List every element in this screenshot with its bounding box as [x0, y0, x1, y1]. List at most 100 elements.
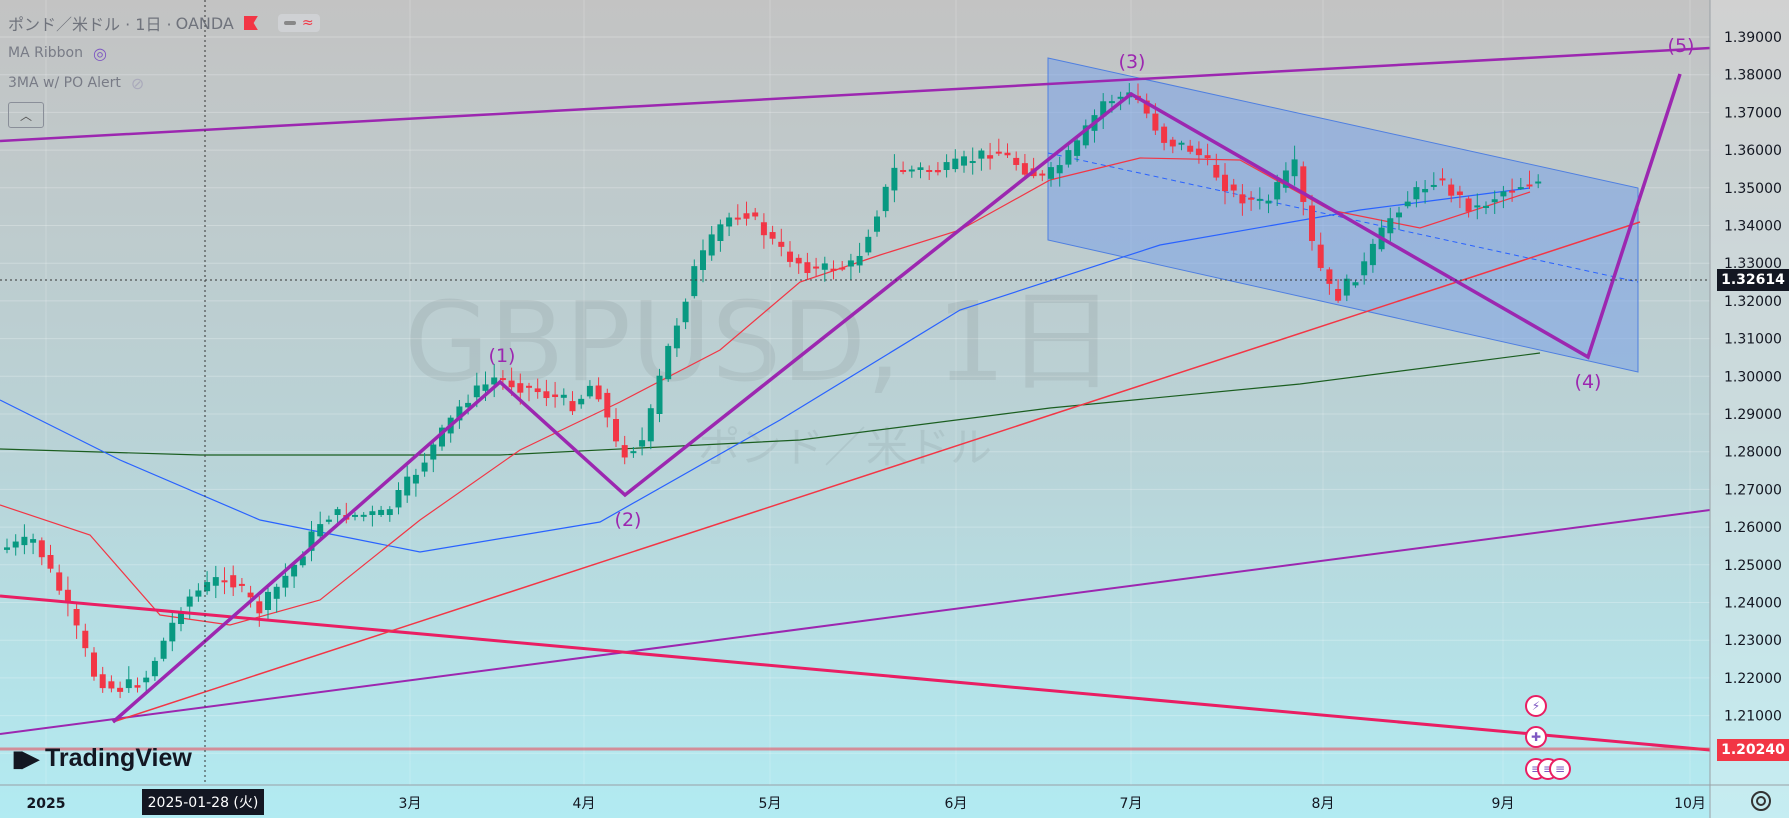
candle-body	[995, 151, 1002, 154]
collapse-legend-button[interactable]: ︿	[8, 102, 44, 128]
uk-flag-event-icon[interactable]: ≡	[1549, 758, 1571, 780]
symbol-title[interactable]: ポンド／米ドル · 1日 ·	[8, 15, 172, 34]
price-tick-label: 1.31000	[1724, 332, 1782, 348]
crosshair-price-label: 1.32614	[1717, 269, 1789, 291]
flash-event-icon[interactable]: ⚡	[1525, 695, 1547, 717]
candle-body	[1343, 278, 1350, 296]
candle-body	[726, 217, 733, 227]
candle-body	[639, 440, 646, 447]
candle-body	[1369, 243, 1376, 266]
flag-icon[interactable]	[243, 16, 258, 30]
broker-name: OANDA	[175, 13, 234, 33]
trendline-downward	[0, 594, 1711, 752]
candle-body	[917, 167, 924, 170]
candle-body	[91, 652, 97, 677]
candle-body	[874, 216, 880, 232]
ma-mid-line	[0, 187, 1531, 553]
candle-body	[378, 509, 385, 515]
price-tick-label: 1.39000	[1724, 30, 1782, 46]
candle-body	[630, 451, 637, 454]
candle-body	[1048, 167, 1054, 179]
time-tick-label: 3月	[399, 796, 422, 812]
chevron-up-icon: ︿	[19, 108, 32, 123]
candle-body	[908, 169, 915, 172]
price-tick-label: 1.30000	[1724, 369, 1782, 385]
candle-body	[73, 609, 80, 626]
price-tick-label: 1.28000	[1724, 445, 1782, 461]
candle-body	[1474, 205, 1481, 208]
candle-body	[760, 222, 767, 236]
time-tick-label: 6月	[945, 796, 968, 812]
candle-body	[1282, 170, 1289, 188]
candle-body	[317, 524, 324, 537]
candle-body	[952, 158, 959, 170]
candle-body	[134, 685, 141, 688]
candle-body	[221, 580, 228, 583]
candle-body	[325, 519, 332, 522]
candle-body	[456, 406, 463, 421]
candle-body	[4, 547, 10, 550]
candle-body	[604, 392, 611, 418]
candle-body	[1187, 145, 1194, 152]
candle-body	[430, 444, 437, 460]
candle-body	[1430, 184, 1437, 187]
candle-body	[1065, 150, 1072, 165]
candle-body	[569, 401, 576, 412]
candle-body	[1256, 198, 1263, 201]
indicator-ma-ribbon[interactable]: MA Ribbon	[8, 45, 83, 61]
candle-body	[1082, 125, 1089, 146]
candle-body	[21, 536, 28, 546]
candle-body	[465, 402, 472, 408]
candle-body	[1152, 113, 1159, 131]
candle-body	[1291, 159, 1298, 177]
candle-body	[30, 539, 37, 543]
crosshair-date-label: 2025-01-28 (火)	[142, 789, 264, 815]
candle-body	[926, 170, 933, 172]
candle-body	[404, 476, 411, 496]
trendline-upper	[0, 46, 1711, 143]
candle-body	[1448, 184, 1455, 196]
ma-slow-line	[0, 352, 1541, 456]
tradingview-logo[interactable]: ▮▶ TradingView	[12, 744, 192, 773]
candle-body	[360, 514, 367, 517]
candle-body	[700, 250, 706, 270]
candle-body	[1309, 205, 1315, 242]
candle-body	[769, 232, 776, 239]
candle-body	[717, 224, 724, 241]
uk-flag-event-icon[interactable]: ✚	[1525, 726, 1547, 748]
candle-body	[900, 170, 907, 172]
candle-body	[595, 385, 602, 400]
candle-body	[578, 398, 585, 405]
candle-body	[1526, 184, 1533, 187]
candle-body	[1500, 191, 1507, 197]
candle-body	[482, 384, 489, 391]
price-tick-label: 1.22000	[1724, 671, 1782, 687]
candle-body	[734, 217, 741, 220]
candle-body	[1265, 200, 1272, 204]
candle-body	[1169, 139, 1176, 147]
candle-body	[1456, 191, 1463, 195]
candle-body	[1213, 164, 1220, 178]
candle-body	[291, 564, 298, 577]
trendline-support	[0, 509, 1711, 735]
indicator-3ma-po-alert[interactable]: 3MA w/ PO Alert	[8, 75, 121, 91]
candle-body	[108, 681, 115, 689]
settings-icon[interactable]	[1751, 791, 1771, 811]
eye-off-icon[interactable]: ⊘	[130, 73, 145, 93]
refresh-icon[interactable]: ◎	[92, 43, 107, 63]
candle-body	[421, 462, 428, 472]
price-tick-label: 1.32000	[1724, 294, 1782, 310]
chart-legend: ポンド／米ドル · 1日 · OANDA ≈ MA Ribbon ◎ 3MA w…	[8, 8, 320, 128]
candle-body	[499, 378, 506, 381]
candle-body	[143, 677, 150, 683]
candle-body	[847, 260, 854, 267]
candle-body	[1387, 218, 1394, 234]
candle-body	[978, 150, 985, 159]
candle-body	[1491, 199, 1498, 203]
price-tick-label: 1.33000	[1724, 256, 1782, 272]
candle-body	[691, 266, 698, 297]
candle-body	[1100, 101, 1107, 117]
compare-toggle-button[interactable]: ≈	[277, 14, 320, 32]
tradingview-logo-text: TradingView	[45, 744, 192, 772]
